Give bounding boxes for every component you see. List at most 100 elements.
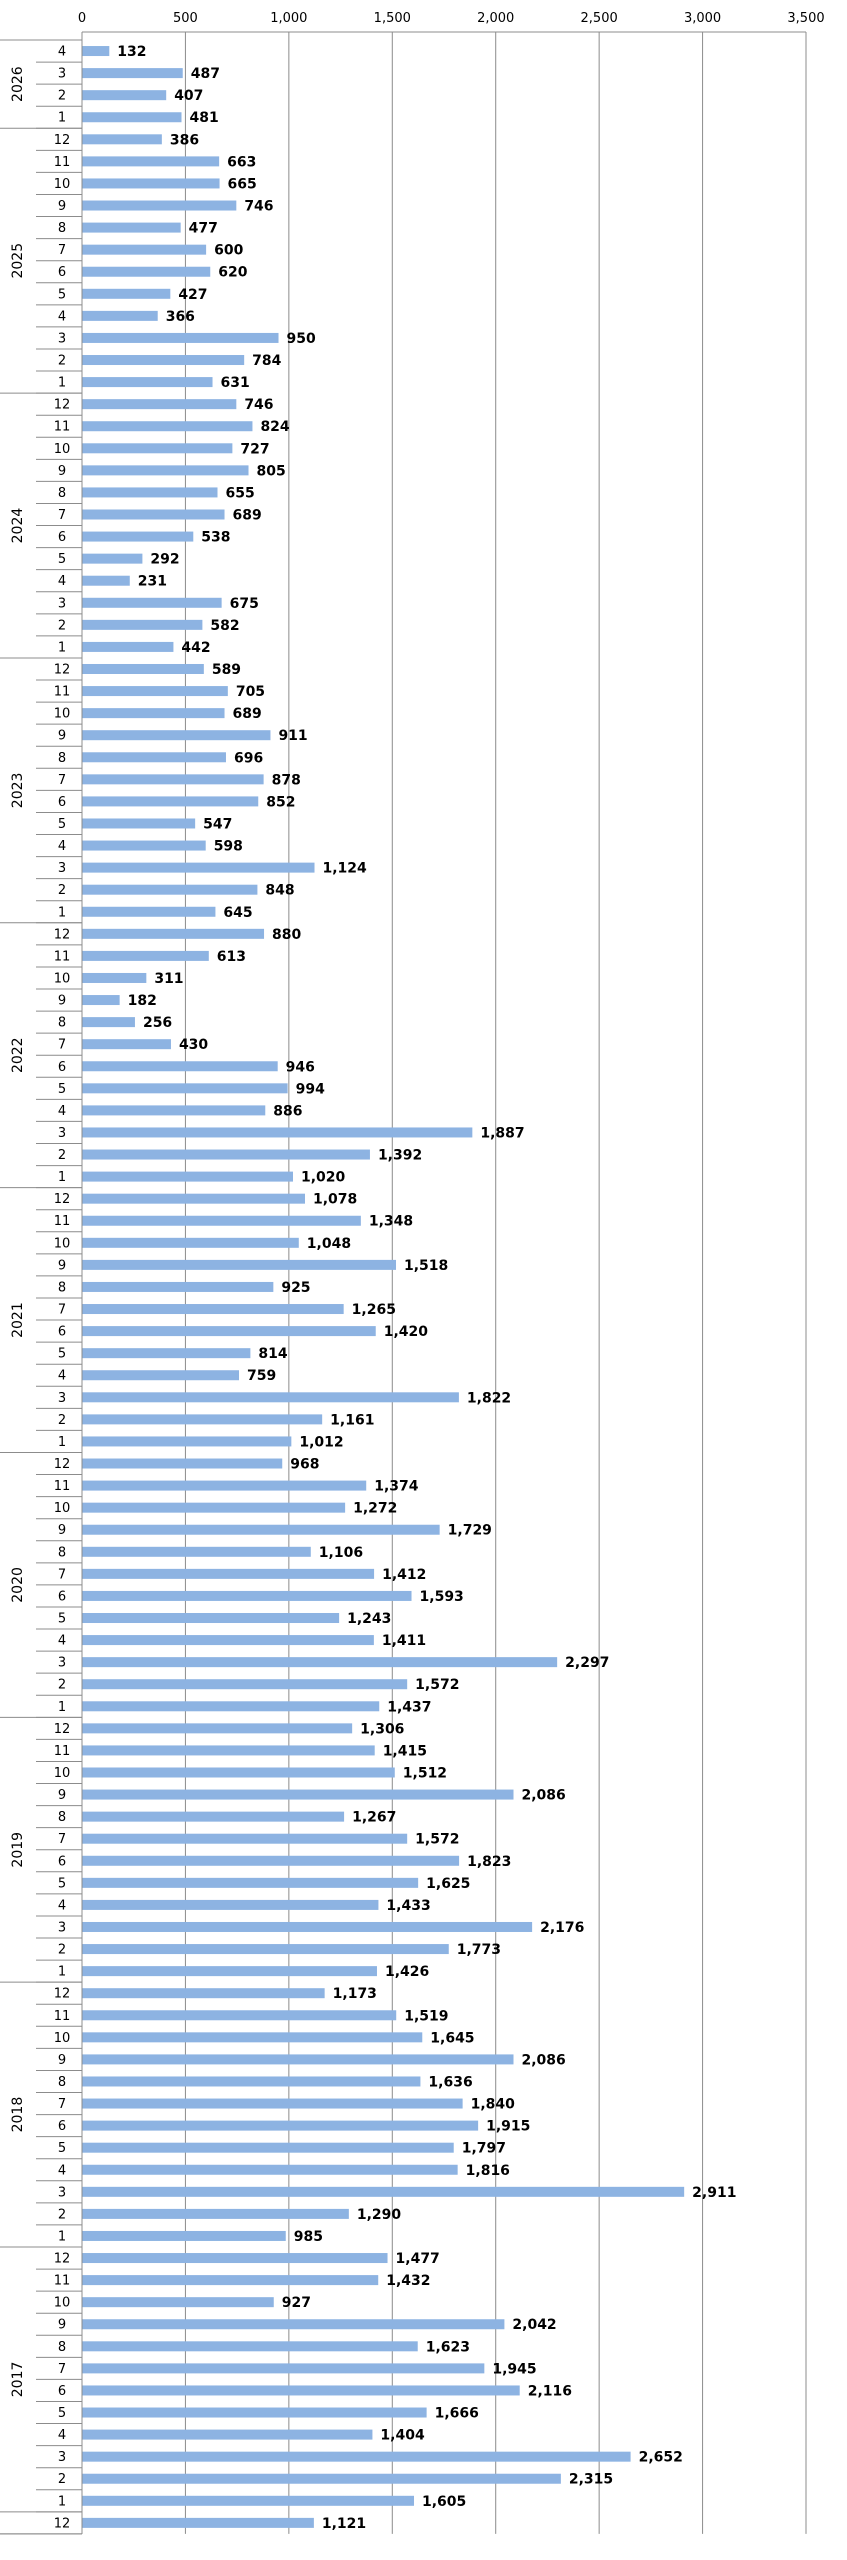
- bar: [82, 686, 228, 697]
- month-label: 5: [58, 1082, 66, 1097]
- value-label: 481: [189, 110, 218, 126]
- month-label: 10: [54, 177, 71, 192]
- month-label: 7: [58, 1303, 66, 1318]
- value-label: 2,652: [639, 2450, 683, 2466]
- month-label: 7: [58, 1832, 66, 1847]
- bar: [82, 641, 174, 652]
- bar: [82, 1215, 361, 1226]
- bar: [82, 1436, 292, 1447]
- bar: [82, 1988, 325, 1999]
- bar: [82, 928, 265, 939]
- value-label: 1,348: [369, 1214, 413, 1230]
- month-label: 10: [54, 971, 71, 986]
- month-label: 2: [58, 89, 66, 104]
- value-label: 1,477: [396, 2251, 440, 2267]
- bar: [82, 1193, 305, 1204]
- bar: [82, 1105, 266, 1116]
- month-label: 11: [54, 949, 71, 964]
- value-label: 1,106: [319, 1545, 363, 1561]
- month-label: 7: [58, 1038, 66, 1053]
- x-tick-label: 2,500: [581, 11, 618, 26]
- month-label: 9: [58, 199, 66, 214]
- value-label: 645: [223, 905, 252, 921]
- year-label: 2020: [10, 1567, 26, 1603]
- bar: [82, 288, 171, 299]
- value-label: 1,433: [386, 1898, 430, 1914]
- value-label: 1,404: [380, 2428, 425, 2444]
- bar: [82, 1039, 171, 1050]
- bar: [82, 1657, 558, 1668]
- value-label: 598: [214, 839, 243, 855]
- month-label: 12: [54, 1457, 71, 1472]
- bar: [82, 1701, 380, 1712]
- value-label: 256: [143, 1015, 172, 1031]
- month-label: 4: [58, 1634, 66, 1649]
- month-label: 6: [58, 795, 66, 810]
- value-label: 852: [266, 794, 295, 810]
- bar: [82, 2032, 423, 2043]
- month-label: 1: [58, 1700, 66, 1715]
- value-label: 1,306: [360, 1721, 404, 1737]
- value-label: 1,512: [403, 1765, 447, 1781]
- value-label: 705: [236, 684, 265, 700]
- bar: [82, 1480, 367, 1491]
- value-label: 1,420: [384, 1324, 429, 1340]
- month-label: 6: [58, 2119, 66, 2134]
- bar: [82, 2010, 397, 2021]
- value-label: 589: [212, 662, 241, 678]
- value-label: 1,666: [435, 2406, 479, 2422]
- month-label: 5: [58, 287, 66, 302]
- bar: [82, 1524, 440, 1535]
- value-label: 1,243: [347, 1611, 391, 1627]
- value-label: 1,411: [382, 1633, 426, 1649]
- month-label: 11: [54, 1744, 71, 1759]
- month-label: 11: [54, 1214, 71, 1229]
- month-label: 3: [58, 331, 66, 346]
- value-label: 2,176: [540, 1920, 584, 1936]
- value-label: 848: [265, 883, 294, 899]
- bar: [82, 730, 271, 741]
- bar: [82, 619, 203, 630]
- bar: [82, 2495, 415, 2506]
- month-label: 9: [58, 464, 66, 479]
- value-label: 1,265: [352, 1302, 396, 1318]
- month-label: 6: [58, 530, 66, 545]
- month-label: 12: [54, 133, 71, 148]
- value-label: 665: [228, 176, 257, 192]
- bar: [82, 1921, 533, 1932]
- bar: [82, 1304, 344, 1315]
- bar: [82, 1855, 460, 1866]
- bar: [82, 244, 207, 255]
- bar: [82, 1458, 283, 1469]
- month-label: 3: [58, 67, 66, 82]
- value-label: 1,173: [333, 1986, 377, 2002]
- month-label: 8: [58, 751, 66, 766]
- bar: [82, 310, 158, 321]
- value-label: 824: [260, 419, 289, 435]
- value-label: 2,086: [522, 2052, 566, 2068]
- bar: [82, 1083, 288, 1094]
- month-label: 8: [58, 1545, 66, 1560]
- month-label: 3: [58, 1126, 66, 1141]
- month-label: 5: [58, 817, 66, 832]
- month-label: 6: [58, 1325, 66, 1340]
- bar: [82, 796, 259, 807]
- month-label: 8: [58, 1810, 66, 1825]
- bar: [82, 1546, 311, 1557]
- value-label: 2,116: [528, 2383, 572, 2399]
- value-label: 620: [218, 265, 247, 281]
- bar: [82, 2451, 631, 2462]
- value-label: 1,374: [374, 1479, 419, 1495]
- value-label: 442: [181, 640, 210, 656]
- bar: [82, 575, 130, 586]
- month-label: 5: [58, 2406, 66, 2421]
- month-label: 6: [58, 265, 66, 280]
- month-label: 7: [58, 773, 66, 788]
- month-label: 11: [54, 2009, 71, 2024]
- value-label: 805: [257, 463, 286, 479]
- value-label: 925: [281, 1280, 310, 1296]
- value-label: 1,518: [404, 1258, 448, 1274]
- x-tick-label: 0: [78, 11, 86, 26]
- month-label: 11: [54, 2274, 71, 2289]
